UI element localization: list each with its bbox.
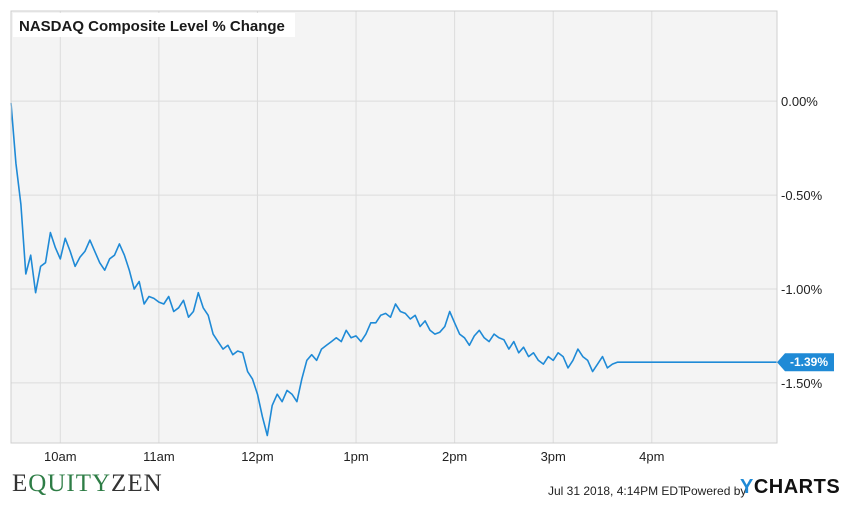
- powered-by-label: Powered by: [683, 484, 747, 498]
- last-value-label: -1.39%: [790, 355, 828, 369]
- ycharts-y: Y: [740, 476, 754, 498]
- y-tick-label: -1.50%: [781, 376, 823, 391]
- ycharts-rest: CHARTS: [753, 476, 841, 498]
- x-tick-label: 11am: [143, 449, 175, 464]
- x-tick-label: 2pm: [442, 449, 467, 464]
- ycharts-logo[interactable]: YCHARTS: [740, 476, 840, 499]
- timestamp: Jul 31 2018, 4:14PM EDT.: [548, 484, 688, 498]
- title-box: [13, 13, 295, 37]
- x-tick-label: 4pm: [639, 449, 664, 464]
- last-value-tag-bg: [777, 353, 834, 372]
- equityzen-logo: EQUITYZEN: [12, 470, 163, 498]
- y-tick-label: 0.00%: [781, 94, 818, 109]
- chart-title: NASDAQ Composite Level % Change: [19, 18, 285, 35]
- axes: 0.00% -0.50% -1.00% -1.50% 10am 11am 12pm 1pm 2p…: [10, 10, 823, 464]
- brand-prefix: E: [12, 470, 29, 497]
- grid: [11, 11, 777, 443]
- y-tick-label: -0.50%: [781, 188, 823, 203]
- series-line: [10, 102, 777, 437]
- y-tick-label: -1.00%: [781, 282, 823, 297]
- brand-suffix: ZEN: [111, 470, 163, 497]
- plot-area: [11, 11, 777, 443]
- chart: 0.00% -0.50% -1.00% -1.50% 10am 11am 12pm 1pm 2p…: [10, 10, 834, 464]
- x-tick-label: 12pm: [241, 449, 274, 464]
- x-tick-label: 1pm: [343, 449, 368, 464]
- plot-border: [10, 10, 778, 444]
- x-tick-label: 3pm: [541, 449, 566, 464]
- x-tick-label: 10am: [44, 449, 77, 464]
- brand-mid: QUITY: [28, 470, 112, 497]
- series-layer: [10, 102, 777, 437]
- last-value-tag: -1.39%: [777, 353, 834, 372]
